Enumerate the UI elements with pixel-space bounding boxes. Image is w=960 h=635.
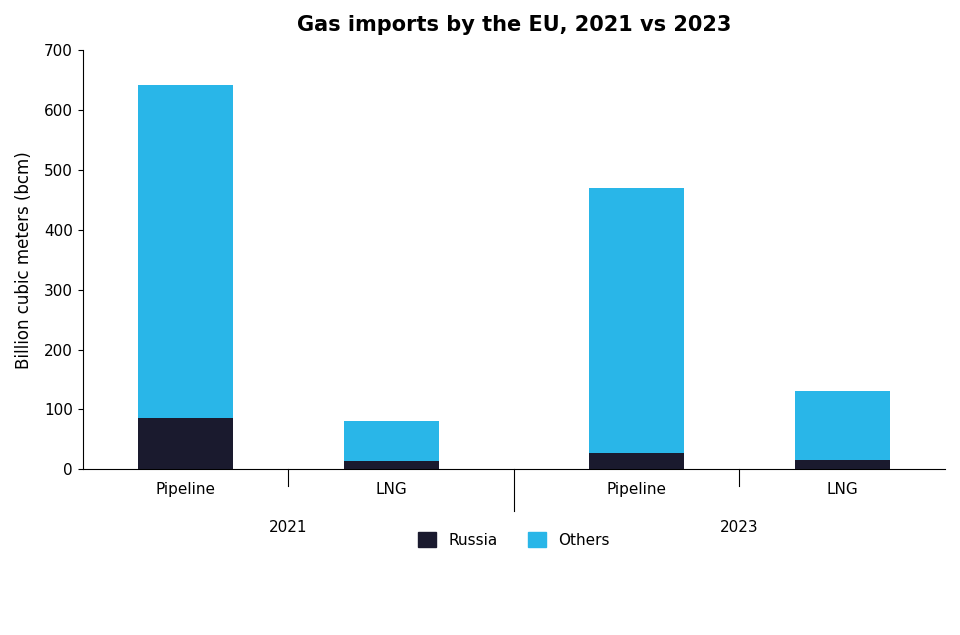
Text: 2023: 2023 xyxy=(720,519,758,535)
Bar xyxy=(138,418,233,469)
Bar xyxy=(138,84,233,418)
Bar xyxy=(344,422,439,462)
Title: Gas imports by the EU, 2021 vs 2023: Gas imports by the EU, 2021 vs 2023 xyxy=(297,15,732,35)
Bar xyxy=(344,462,439,469)
Bar xyxy=(589,453,684,469)
Legend: Russia, Others: Russia, Others xyxy=(412,526,616,554)
Bar xyxy=(589,188,684,453)
Bar xyxy=(795,392,890,460)
Bar xyxy=(795,460,890,469)
Text: 2021: 2021 xyxy=(269,519,308,535)
Y-axis label: Billion cubic meters (bcm): Billion cubic meters (bcm) xyxy=(15,151,33,369)
